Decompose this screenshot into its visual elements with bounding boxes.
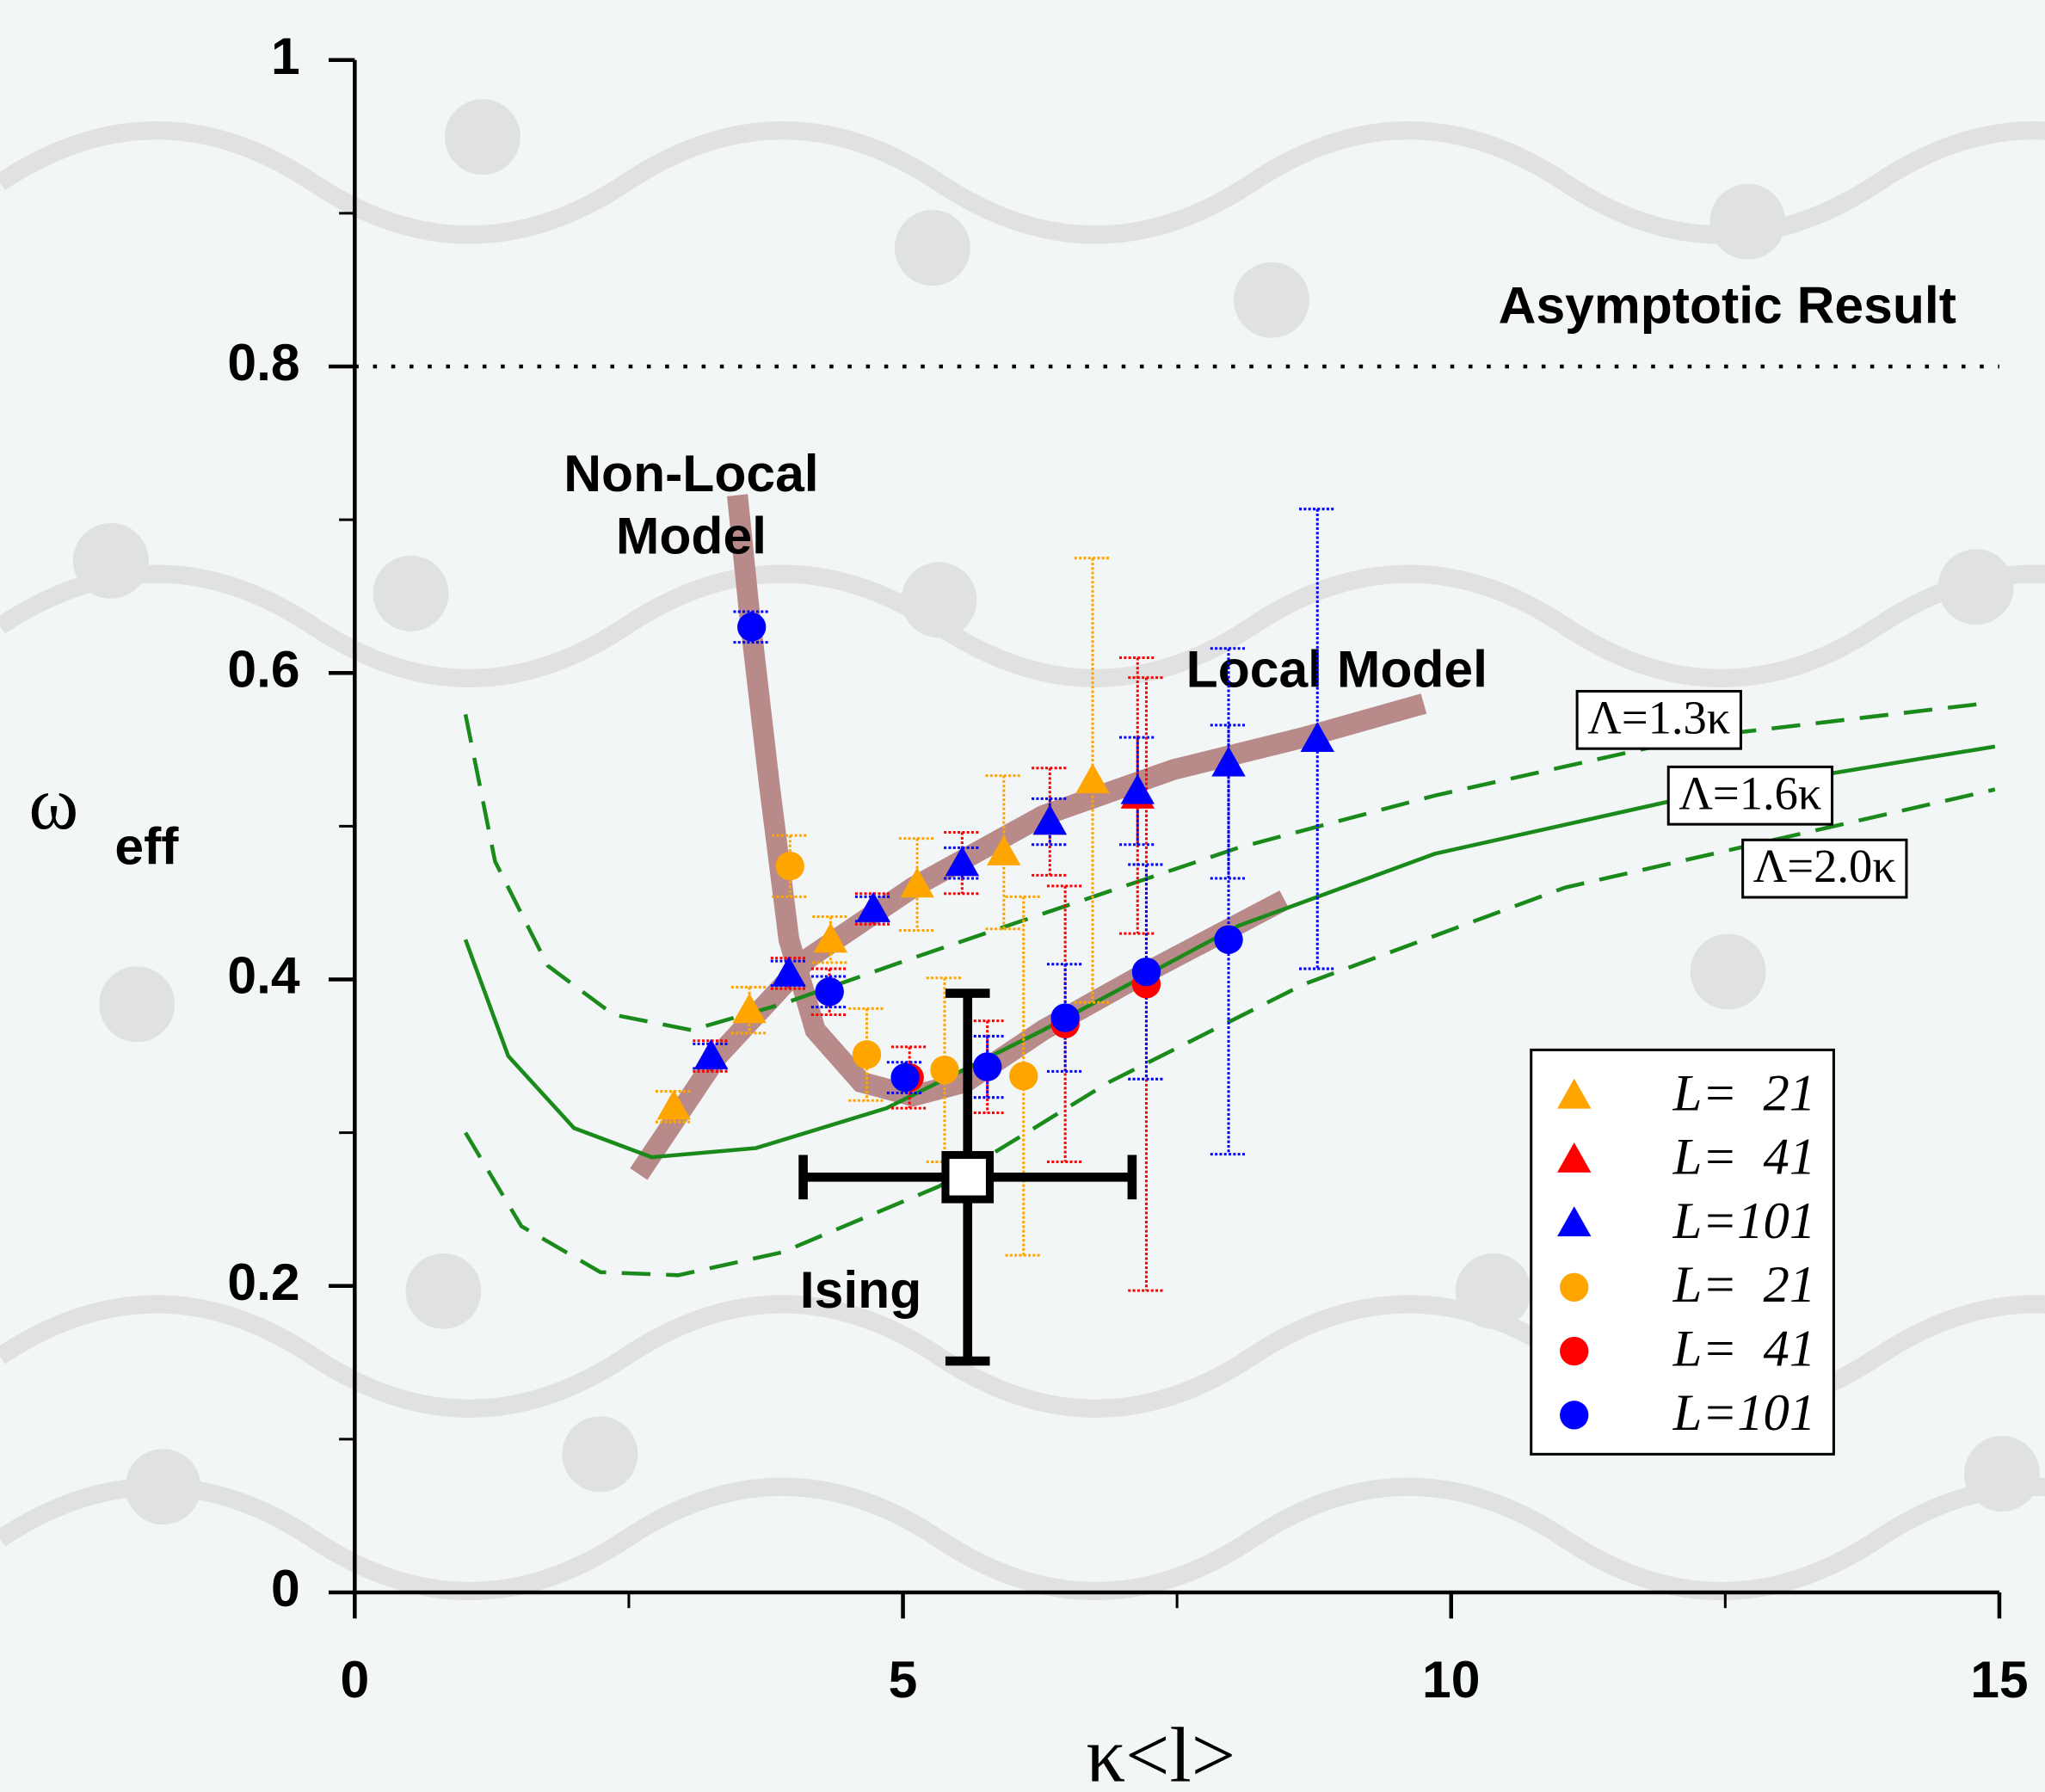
x-tick-label: 0 xyxy=(340,1650,369,1709)
circle-marker xyxy=(736,613,767,642)
legend-label: L=101 xyxy=(1672,1192,1816,1250)
label-box xyxy=(1575,689,1742,750)
error-bar xyxy=(1032,767,1069,877)
triangle-marker xyxy=(772,956,806,987)
legend-marker xyxy=(1557,1078,1592,1109)
model-curve xyxy=(463,744,1996,1160)
curve-label: Non-Local xyxy=(564,444,818,502)
model-curve xyxy=(630,693,1427,1180)
legend-marker xyxy=(1557,1206,1592,1237)
x-axis-label: κ<l> xyxy=(1086,1711,1235,1792)
error-bar xyxy=(1074,557,1112,1004)
y-tick-label: 0.8 xyxy=(227,333,299,391)
circle-marker xyxy=(1131,957,1161,987)
legend-label: L= 41 xyxy=(1672,1129,1816,1186)
triangle-marker xyxy=(856,891,890,922)
legend-box xyxy=(1530,1048,1835,1456)
y-axis-label: ω xyxy=(28,762,78,846)
legend-label: L= 41 xyxy=(1672,1321,1816,1378)
curve-label: Model xyxy=(616,507,767,565)
y-tick-label: 0.6 xyxy=(227,639,299,698)
error-bar xyxy=(772,834,809,898)
legend-label: L= 21 xyxy=(1672,1256,1816,1314)
label-box xyxy=(1666,765,1834,826)
curve-label-box: Λ=2.0κ xyxy=(1741,838,1908,899)
reference-label: Asymptotic Result xyxy=(1499,275,1956,334)
curve-label: Λ=1.3κ xyxy=(1587,691,1730,743)
y-tick-label: 0.4 xyxy=(227,946,300,1005)
circle-marker xyxy=(1050,1003,1080,1032)
curve-label: Local Model xyxy=(1186,639,1488,698)
x-tick-label: 15 xyxy=(1970,1650,2028,1709)
triangle-marker xyxy=(900,867,934,898)
error-bar xyxy=(944,831,981,896)
triangle-marker xyxy=(945,846,980,877)
y-tick-label: 0.2 xyxy=(227,1253,299,1311)
triangle-marker xyxy=(732,993,767,1024)
model-curve xyxy=(463,701,1984,1032)
circle-marker xyxy=(1009,1062,1038,1091)
legend-label: L= 21 xyxy=(1672,1064,1816,1122)
ising-label: Ising xyxy=(800,1260,921,1319)
triangle-marker xyxy=(813,922,848,953)
curve-label-box: Λ=1.6κ xyxy=(1666,765,1834,826)
circle-marker xyxy=(1214,925,1243,954)
circle-marker xyxy=(815,977,844,1007)
circle-marker xyxy=(852,1040,882,1069)
circle-marker xyxy=(930,1055,959,1085)
ising-point xyxy=(941,1150,995,1204)
triangle-marker xyxy=(1032,804,1068,835)
legend-marker xyxy=(1560,1401,1589,1430)
error-bar xyxy=(985,774,1023,931)
curve-label: Λ=1.6κ xyxy=(1679,767,1821,819)
legend-marker xyxy=(1557,1142,1592,1173)
triangle-marker xyxy=(1075,763,1110,794)
legend: L= 21 L= 41 L=101 L= 21 L= 41 L=101 xyxy=(1530,1048,1835,1456)
x-tick-label: 10 xyxy=(1422,1650,1480,1709)
triangle-marker xyxy=(1120,773,1155,804)
error-bar xyxy=(1046,963,1084,1073)
legend-marker xyxy=(1560,1336,1589,1366)
error-bar xyxy=(1119,736,1156,847)
triangle-marker xyxy=(656,1089,691,1120)
curve-label-box: Λ=1.3κ xyxy=(1575,689,1742,750)
model-curve xyxy=(464,787,1996,1278)
x-tick-label: 5 xyxy=(889,1650,918,1709)
y-tick-label: 0 xyxy=(271,1559,300,1617)
label-box xyxy=(1741,838,1908,899)
legend-label: L=101 xyxy=(1672,1384,1816,1442)
y-tick-label: 1 xyxy=(271,27,300,85)
legend-marker xyxy=(1560,1272,1589,1302)
error-bar xyxy=(890,1045,928,1110)
circle-marker xyxy=(972,1052,1002,1081)
curve-label: Λ=2.0κ xyxy=(1753,840,1896,892)
y-axis-label-subscript: eff xyxy=(114,816,179,875)
circle-marker xyxy=(775,852,804,881)
triangle-marker xyxy=(1300,722,1334,753)
triangle-marker xyxy=(1211,746,1246,777)
error-bar xyxy=(969,1034,1006,1099)
triangle-marker xyxy=(987,834,1021,865)
triangle-marker xyxy=(693,1038,729,1069)
circle-marker xyxy=(890,1062,920,1093)
